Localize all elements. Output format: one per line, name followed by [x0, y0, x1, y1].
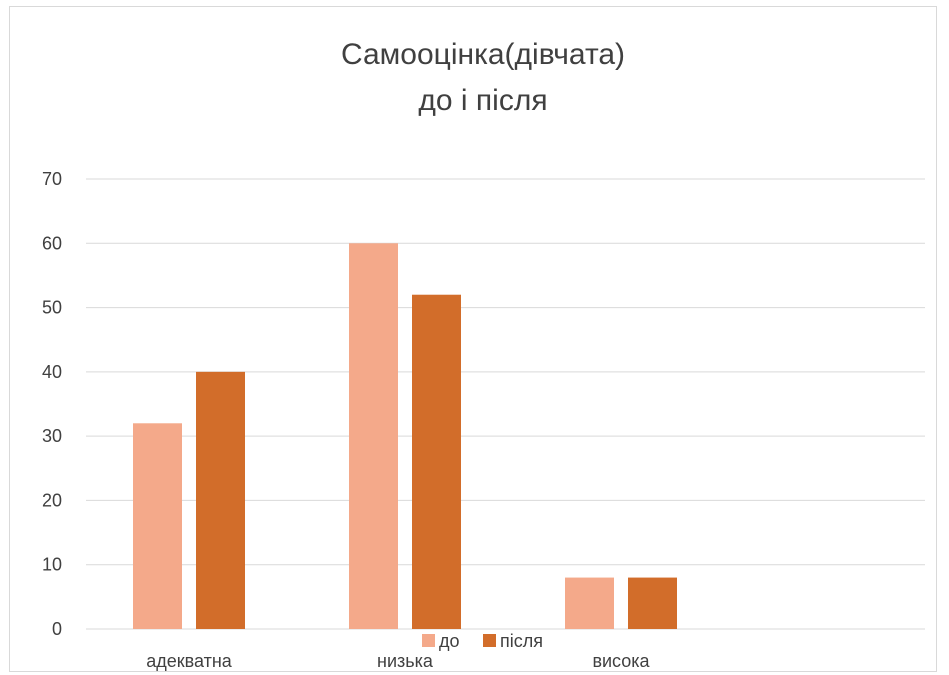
bar-до-висока — [565, 577, 614, 629]
chart-title-line-1: Самооцінка(дівчата) — [341, 38, 625, 71]
x-category-label: висока — [592, 651, 650, 671]
y-tick-label: 30 — [42, 426, 62, 446]
legend-swatch-після — [483, 634, 496, 647]
bar-до-адекватна — [133, 423, 182, 629]
y-tick-label: 50 — [42, 298, 62, 318]
y-tick-label: 40 — [42, 362, 62, 382]
legend-label-до: до — [439, 631, 460, 651]
bar-до-низька — [349, 243, 398, 630]
bar-після-висока — [628, 577, 677, 629]
y-tick-label: 10 — [42, 555, 62, 575]
y-tick-label: 60 — [42, 233, 62, 253]
legend-label-після: після — [500, 631, 543, 651]
x-category-label: адекватна — [146, 651, 233, 671]
y-tick-label: 20 — [42, 490, 62, 510]
legend-swatch-до — [422, 634, 435, 647]
x-category-label: низька — [377, 651, 434, 671]
y-tick-label: 0 — [52, 619, 62, 639]
bar-після-низька — [412, 294, 461, 629]
chart-title-line-2: до і після — [418, 84, 547, 117]
y-tick-label: 70 — [42, 169, 62, 189]
bar-після-адекватна — [196, 371, 245, 629]
